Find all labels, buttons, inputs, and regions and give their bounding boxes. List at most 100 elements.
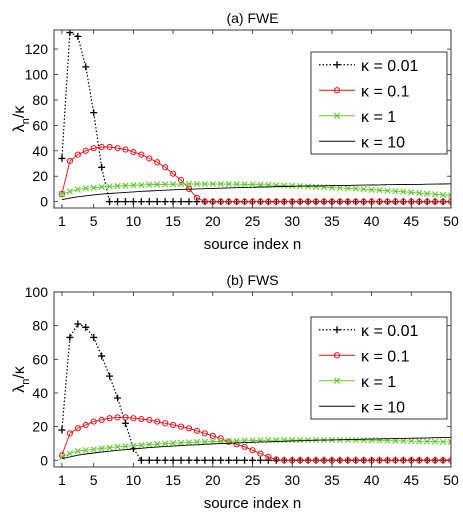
data-point [106,198,114,206]
x-tick-label: 15 [165,213,181,229]
data-point [201,180,209,188]
data-point [384,457,391,464]
data-point [185,198,193,206]
data-point [130,442,137,449]
data-point [145,456,153,464]
x-tick-label: 25 [245,472,261,488]
series-line [61,183,451,201]
series-4 [61,183,451,201]
data-point [333,377,341,384]
x-axis-label: source index n [204,495,302,512]
legend-label: κ = 0.01 [361,323,418,340]
data-point [333,112,341,119]
data-point [241,198,248,205]
x-axis-label: source index n [204,236,302,253]
y-tick-label: 80 [32,318,48,334]
data-point [424,457,431,464]
data-point [281,457,288,464]
data-point [90,184,97,191]
data-point [273,437,280,444]
data-point [333,352,341,359]
data-point [138,441,145,449]
series-3 [58,436,451,461]
plot-area-frame [53,291,452,468]
data-point [82,147,89,154]
data-point [58,190,66,198]
data-point [344,457,351,464]
data-point [185,425,193,432]
data-point [169,181,177,188]
x-tick-label: 40 [364,472,380,488]
x-tick-label: 30 [284,472,300,488]
data-point [431,191,439,198]
legend-label: κ = 10 [361,399,405,416]
x-tick-label: 30 [284,213,300,229]
data-point [344,185,351,192]
y-tick-label: 80 [32,92,48,108]
series-4 [61,436,451,460]
data-point [82,421,89,429]
data-point [74,447,82,455]
data-point [177,423,185,430]
plot-area-frame [53,29,452,209]
data-point [273,198,280,205]
data-point [376,457,383,464]
data-point [281,182,288,189]
data-point [90,145,97,152]
data-point [297,198,304,205]
data-point [169,439,177,447]
data-point [121,419,129,427]
data-point [281,436,288,444]
data-point [130,148,137,156]
data-point [106,415,113,422]
y-tick-label: 0 [40,194,48,210]
data-point [177,180,185,188]
data-point [146,181,153,188]
data-point [432,457,439,464]
data-point [82,63,90,71]
data-point [416,438,423,445]
data-point [74,320,82,328]
data-point [249,198,256,205]
data-point [154,418,161,425]
data-point [138,151,145,158]
data-point [146,155,153,162]
data-point [416,457,423,464]
data-point [336,457,343,464]
y-tick-label: 60 [32,117,48,133]
data-point [209,456,217,464]
data-point [241,443,248,450]
data-point [408,457,415,464]
data-point [185,180,193,188]
data-point [352,457,359,464]
series-2 [58,143,451,205]
data-point [225,198,232,205]
data-point [328,198,335,205]
data-point [333,87,341,94]
data-point [90,446,97,453]
data-point [392,457,399,464]
series-line [61,439,451,458]
data-point [289,457,296,464]
x-tick-label: 40 [364,213,380,229]
data-point [138,415,145,423]
data-point [74,186,82,193]
data-point [169,456,177,464]
data-point [146,441,153,448]
data-point [145,198,153,206]
y-tick-label: 0 [40,452,48,468]
data-point [58,452,66,459]
legend-box [310,51,448,155]
data-point [201,456,209,464]
data-point [408,437,415,445]
data-point [297,457,304,464]
data-point [333,61,341,69]
legend-box [310,316,448,420]
data-point [66,157,73,165]
data-point [58,453,66,461]
data-point [153,456,161,464]
data-point [217,198,224,205]
data-point [90,333,98,341]
y-tick-label: 20 [32,168,48,184]
data-point [193,438,201,446]
